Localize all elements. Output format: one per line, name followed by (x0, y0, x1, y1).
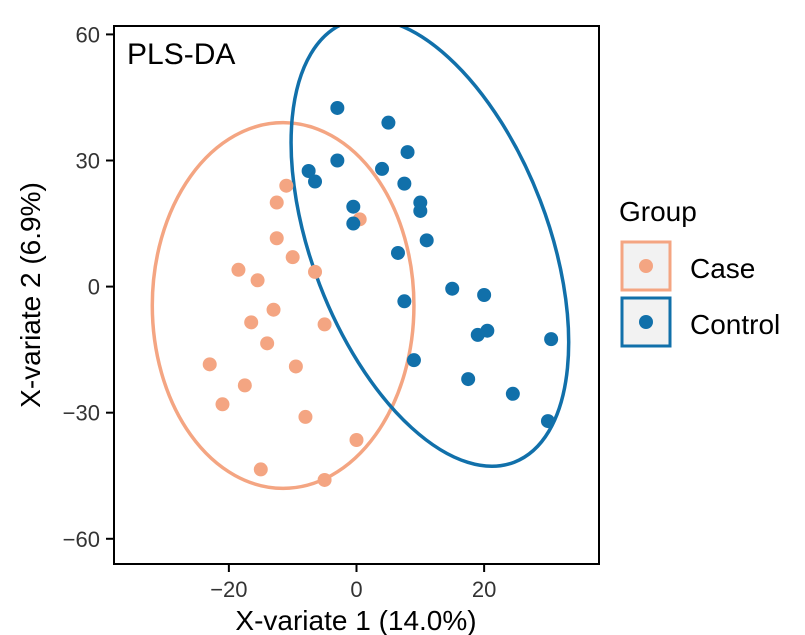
point-control (330, 153, 345, 168)
point-case (308, 264, 323, 279)
ellipse-case (150, 120, 416, 491)
point-control (375, 161, 390, 176)
legend: Group Case Control (619, 196, 780, 348)
point-case (253, 462, 268, 477)
point-control (413, 203, 428, 218)
point-control (301, 164, 316, 179)
x-axis-ticks: −20 0 20 (210, 564, 496, 602)
point-control (406, 353, 421, 368)
point-control (346, 216, 361, 231)
point-case (231, 262, 246, 277)
point-case (269, 231, 284, 246)
legend-label-control: Control (690, 309, 780, 340)
point-control (400, 145, 415, 160)
y-axis-ticks: −60 −30 0 30 60 (63, 22, 114, 552)
point-case (317, 472, 332, 487)
point-case (288, 359, 303, 374)
point-control (381, 115, 396, 130)
ellipse-control (289, 26, 571, 468)
point-case (266, 302, 281, 317)
confidence-ellipses (150, 26, 571, 491)
point-control (445, 281, 460, 296)
point-case (202, 357, 217, 372)
x-axis-label: X-variate 1 (14.0%) (235, 605, 476, 635)
point-control (308, 174, 323, 189)
point-control (540, 414, 555, 429)
point-case (317, 317, 332, 332)
y-tick-label: 0 (88, 275, 100, 300)
point-case (244, 315, 259, 330)
point-control (346, 199, 361, 214)
point-control (330, 100, 345, 115)
chart-title: PLS-DA (127, 38, 235, 71)
point-control (505, 386, 520, 401)
y-tick-label: 30 (76, 149, 100, 174)
point-case (237, 378, 252, 393)
legend-marker-control (639, 315, 653, 329)
point-case (298, 409, 313, 424)
point-control (397, 176, 412, 191)
legend-marker-case (639, 259, 653, 273)
legend-entry-control: Control (620, 296, 780, 348)
x-tick-label: 20 (472, 577, 496, 602)
legend-label-case: Case (690, 253, 755, 284)
plot-background (114, 26, 599, 564)
point-case (285, 250, 300, 265)
x-tick-label: 0 (350, 577, 362, 602)
point-case (279, 178, 294, 193)
point-control (397, 294, 412, 309)
x-tick-label: −20 (210, 577, 247, 602)
point-control (461, 372, 476, 387)
point-control (470, 327, 485, 342)
y-tick-label: −30 (63, 401, 100, 426)
y-tick-label: −60 (63, 527, 100, 552)
data-points (202, 100, 559, 487)
point-control (544, 332, 559, 347)
point-case (260, 336, 275, 351)
point-case (250, 273, 265, 288)
point-case (215, 397, 230, 412)
y-tick-label: 60 (76, 22, 100, 47)
point-control (419, 233, 434, 248)
y-axis-label: X-variate 2 (6.9%) (15, 182, 46, 408)
legend-entry-case: Case (620, 240, 755, 292)
point-case (349, 433, 364, 448)
legend-title: Group (619, 196, 697, 227)
point-control (390, 245, 405, 260)
point-case (269, 195, 284, 210)
point-control (477, 288, 492, 302)
